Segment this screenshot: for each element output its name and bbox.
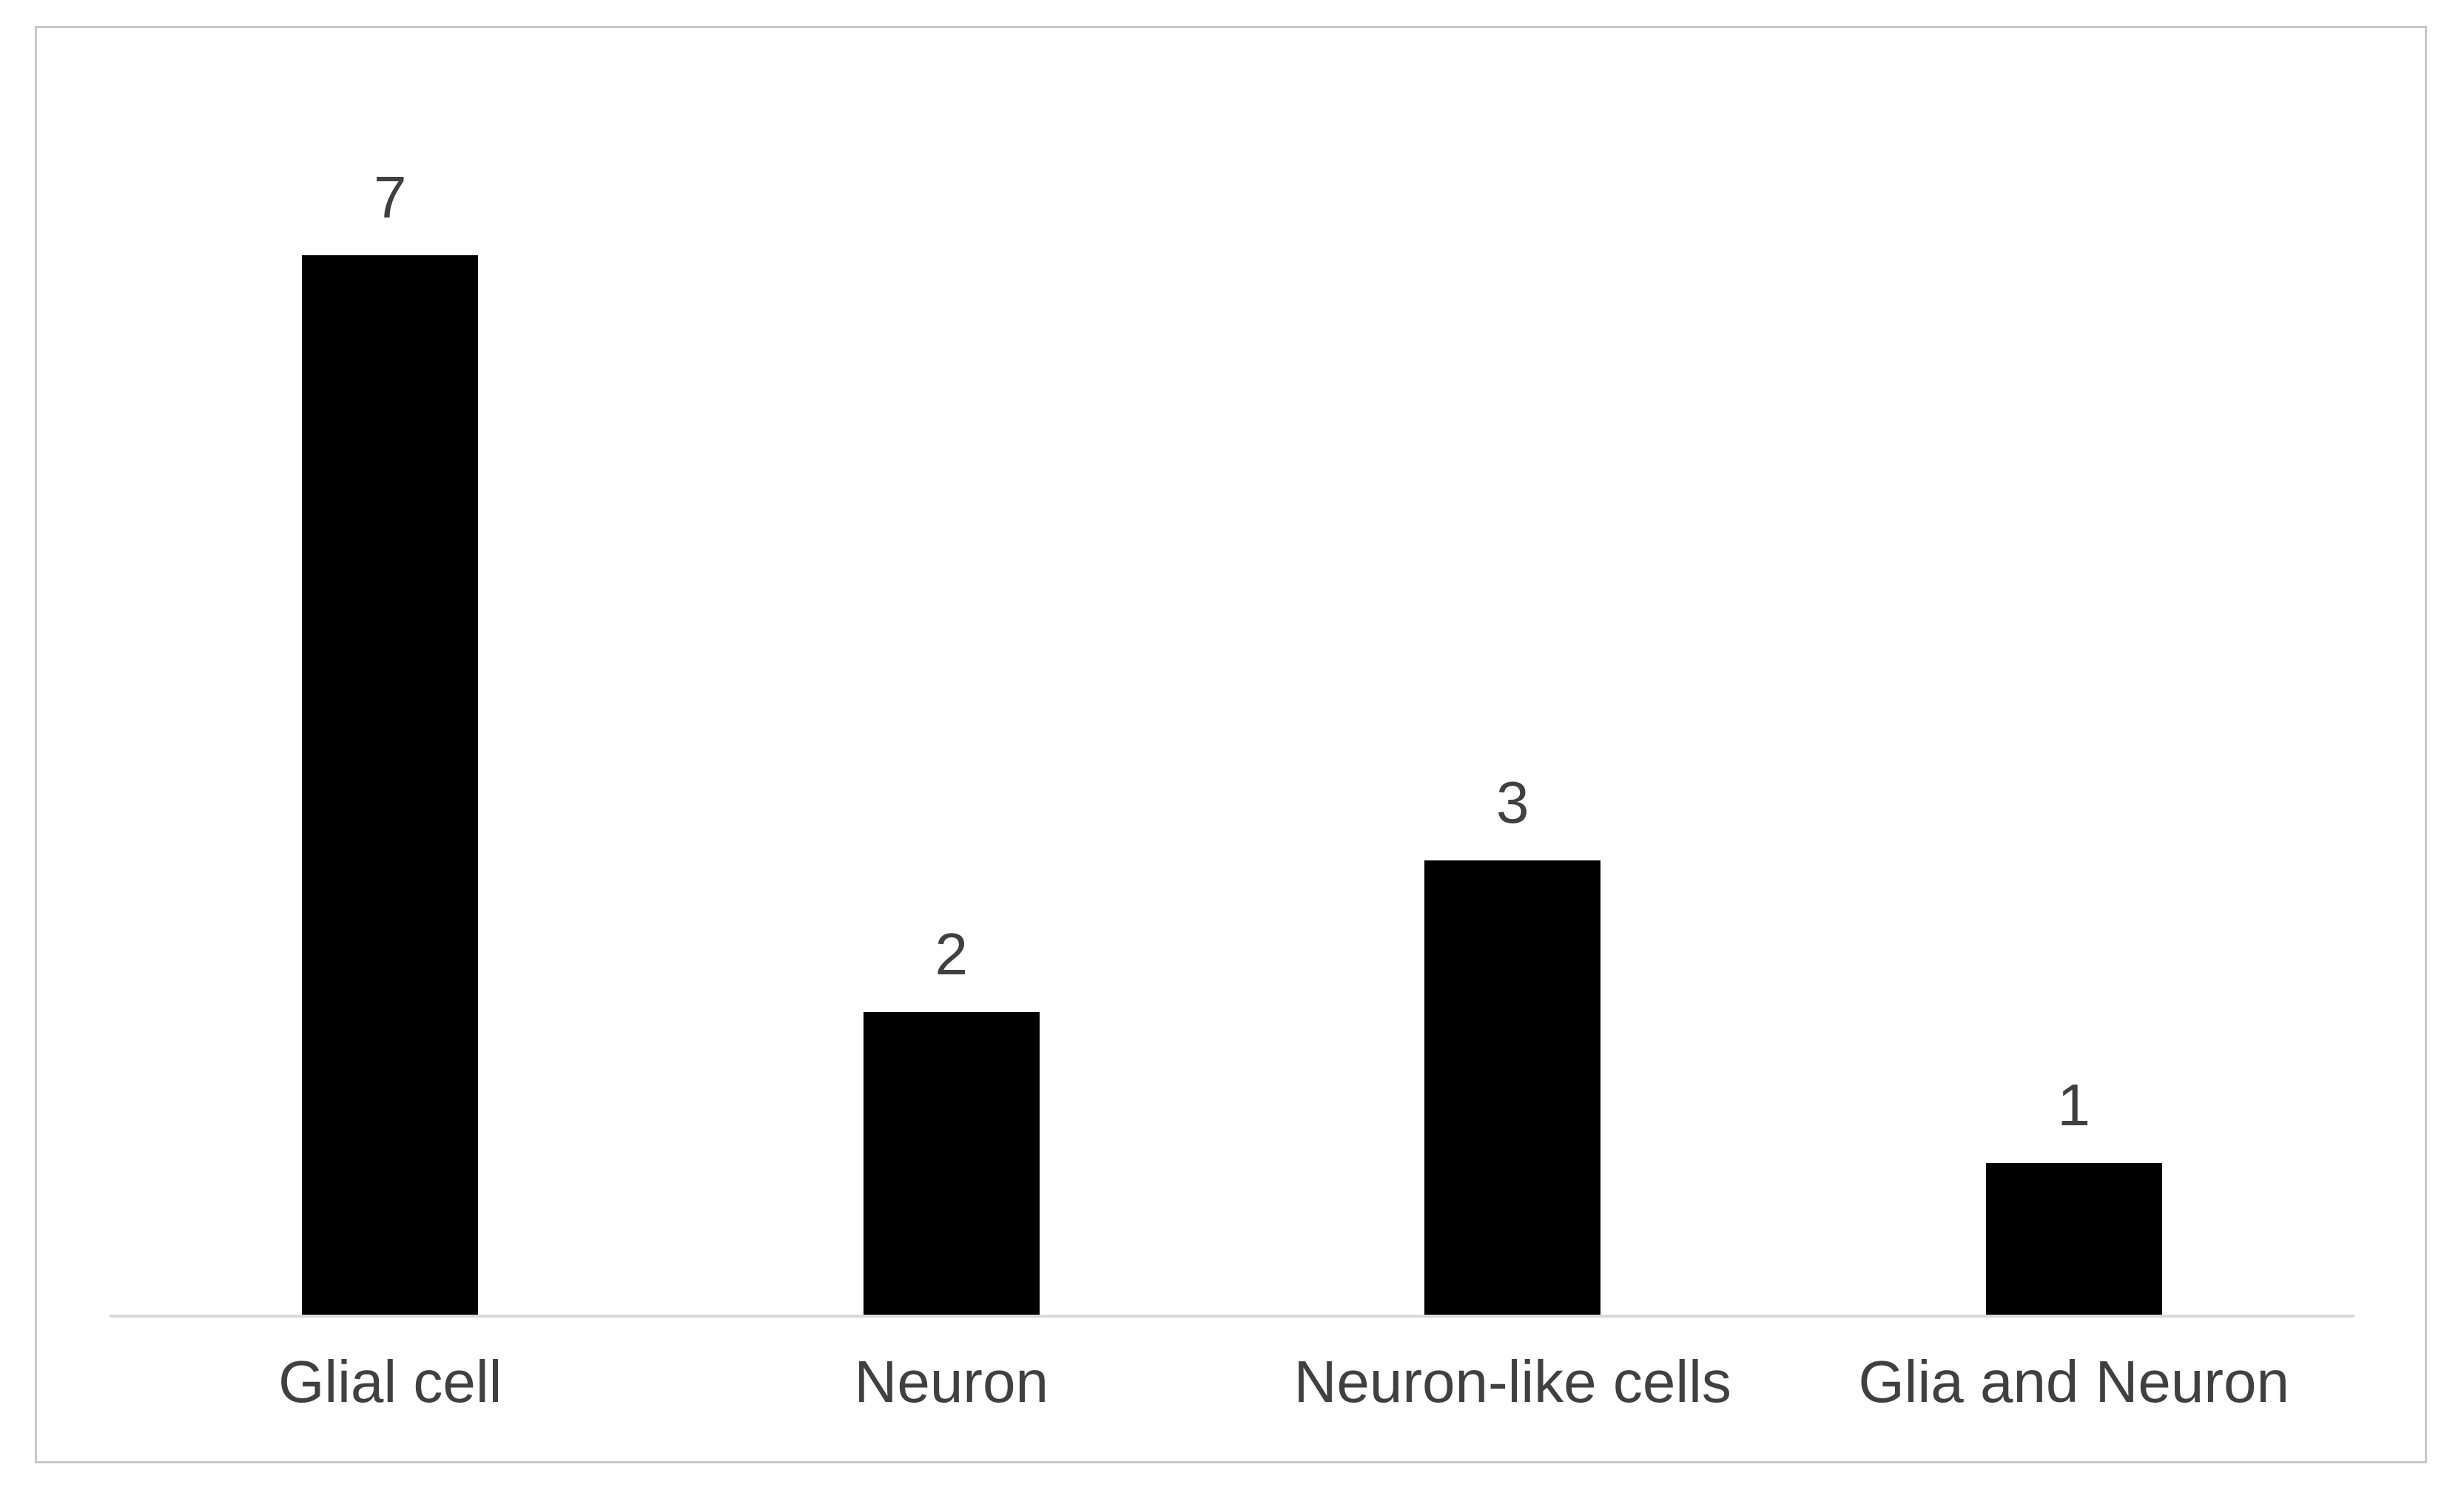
x-axis-label: Neuron <box>854 1349 1048 1415</box>
plot-area: 7 2 3 1 <box>110 28 2354 1315</box>
bar-value-label: 1 <box>2057 1072 2091 1138</box>
bar-slot: 2 <box>671 28 1233 1315</box>
bar <box>863 1012 1040 1315</box>
x-axis-label: Glial cell <box>278 1349 502 1415</box>
x-axis-labels: Glial cell Neuron Neuron-like cells Glia an… <box>110 1352 2354 1412</box>
bar <box>302 255 479 1315</box>
bar <box>1424 860 1601 1315</box>
bar-slot: 1 <box>1794 28 2355 1315</box>
bar-value-label: 7 <box>374 164 407 230</box>
bar-value-label: 2 <box>935 921 969 987</box>
x-axis-line <box>110 1315 2354 1318</box>
bar-slot: 3 <box>1232 28 1794 1315</box>
bar-value-label: 3 <box>1496 769 1529 835</box>
x-axis-label: Neuron-like cells <box>1293 1349 1731 1415</box>
x-axis-label: Glia and Neuron <box>1858 1349 2290 1415</box>
bar-slot: 7 <box>110 28 671 1315</box>
bar <box>1985 1163 2162 1315</box>
